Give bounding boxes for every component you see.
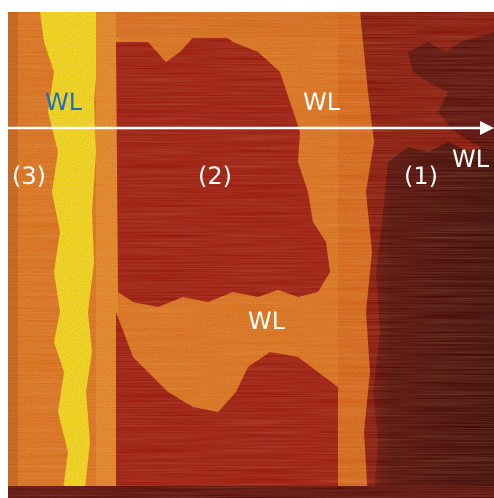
wl-label-arrow-end: WL [452, 145, 490, 173]
wl-label-lower-center: WL [248, 307, 286, 335]
region-label-3: (3) [12, 162, 46, 190]
region-label-2: (2) [198, 162, 232, 190]
grain-overlay [8, 12, 494, 498]
micrograph-image [8, 12, 494, 498]
wl-label-left: WL [45, 88, 83, 116]
region-label-1: (1) [404, 162, 438, 190]
scan-arrow-head [480, 121, 494, 135]
wl-label-top-center: WL [303, 88, 341, 116]
